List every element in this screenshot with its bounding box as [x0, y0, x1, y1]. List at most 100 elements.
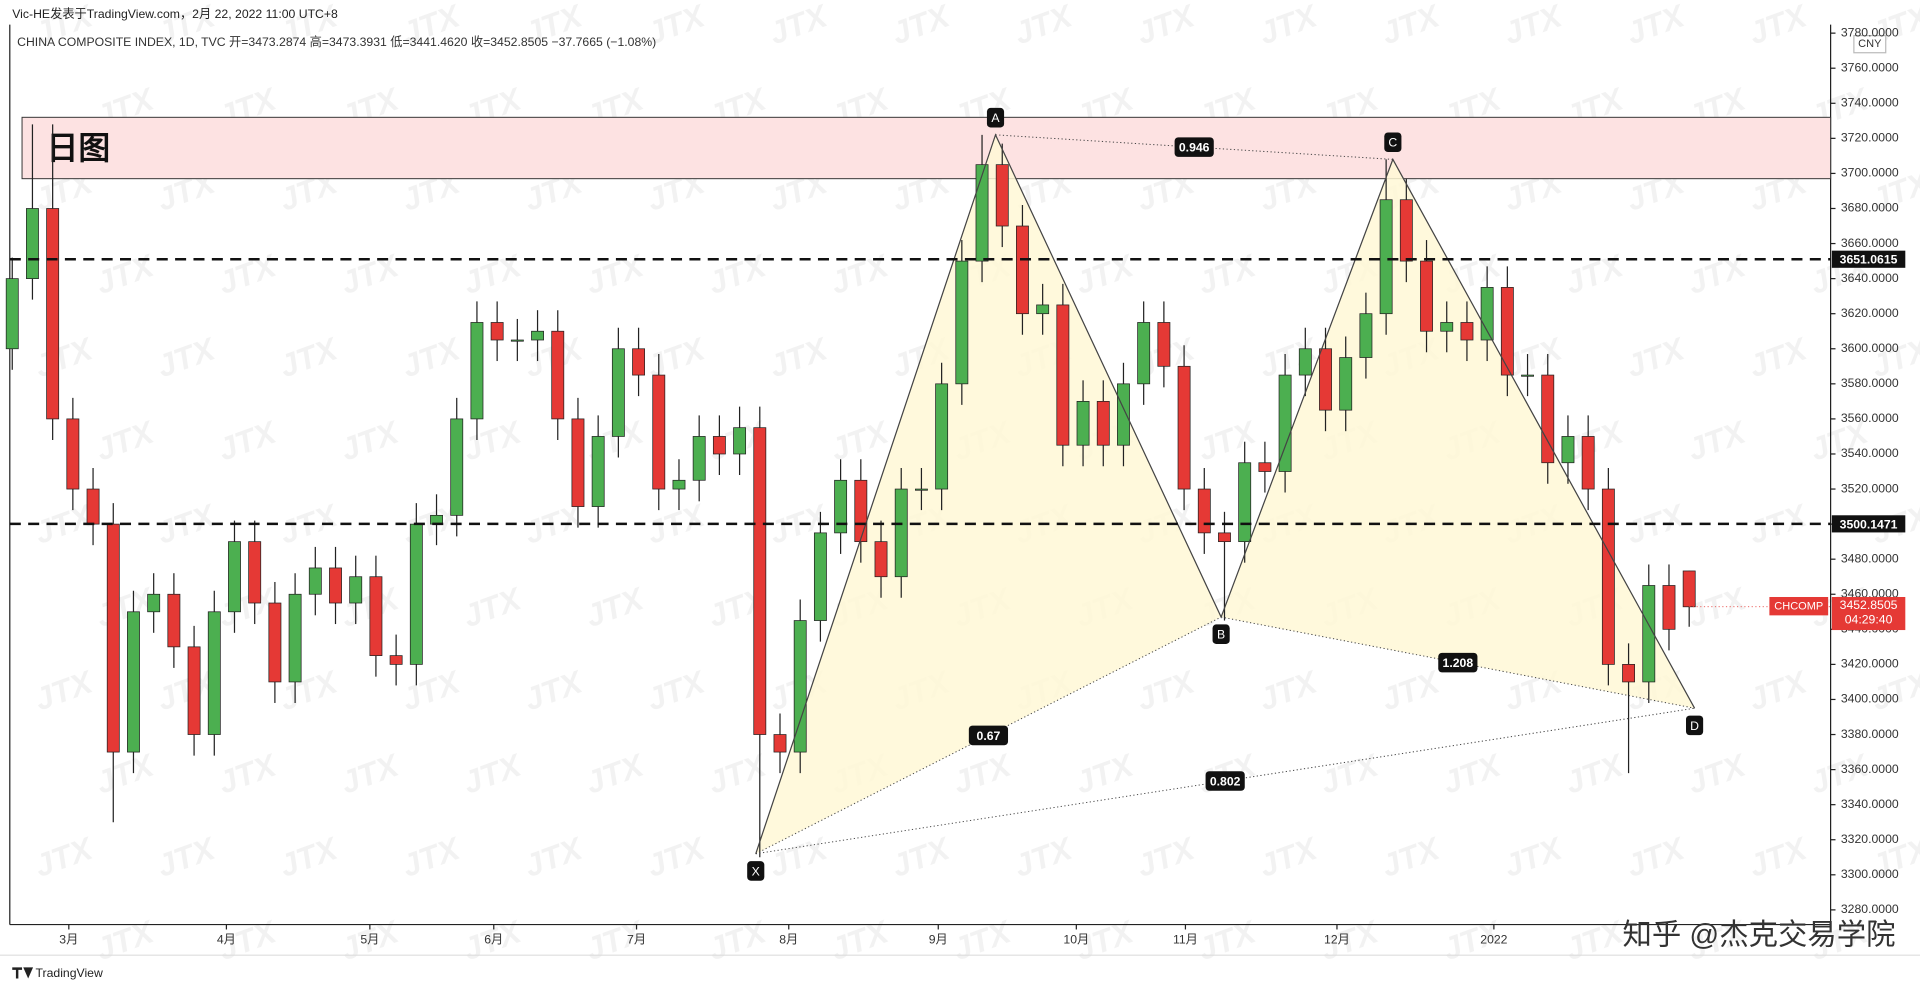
candle-body	[632, 348, 645, 376]
y-tick-label: 3280.0000	[1841, 902, 1899, 916]
y-tick-label: 3320.0000	[1841, 832, 1899, 846]
candle-body	[187, 646, 201, 735]
point-box	[986, 107, 1005, 128]
candle-body	[834, 479, 848, 534]
x-tick-label: 7月	[627, 933, 646, 947]
candle-body	[733, 427, 747, 455]
point-box	[747, 861, 765, 881]
candle-body	[349, 576, 363, 604]
candle-body	[672, 479, 686, 490]
candle-body	[1036, 304, 1050, 315]
candle-body	[692, 436, 706, 481]
y-tick-label: 3520.0000	[1841, 481, 1899, 495]
ratio-label: 1.208	[1443, 656, 1474, 670]
point-box	[1384, 132, 1402, 153]
level-box	[1831, 515, 1906, 533]
x-tick-label: 3月	[59, 933, 78, 947]
candle-body	[490, 322, 504, 341]
x-tick-label: 2022	[1480, 933, 1507, 947]
x-tick-label: 8月	[779, 933, 798, 947]
byline: Vic-HE发表于TradingView.com，2月 22, 2022 11:…	[12, 6, 338, 21]
candle-body	[894, 488, 908, 578]
candle-body	[450, 418, 464, 516]
ratio-box	[1174, 137, 1214, 157]
y-tick-label: 3560.0000	[1841, 411, 1899, 425]
price-box	[1831, 596, 1906, 631]
candle-body	[1137, 322, 1151, 385]
symbol-box	[1769, 596, 1829, 616]
candle-body	[591, 436, 605, 507]
y-tick-label: 3600.0000	[1841, 341, 1899, 355]
candle-body	[935, 383, 949, 490]
candle-body	[147, 593, 161, 613]
y-tick-label: 3640.0000	[1841, 271, 1899, 285]
zone-label: 日图	[47, 130, 111, 166]
candle-body	[531, 330, 544, 341]
ratio-label: 0.67	[977, 729, 1001, 743]
candle-body	[1682, 570, 1696, 608]
candle-body	[1278, 374, 1292, 472]
candle-body	[1662, 585, 1676, 630]
x-tick-label: 11月	[1173, 933, 1198, 947]
candle-body	[1177, 365, 1191, 490]
candle-body	[470, 322, 484, 420]
candle-body	[1319, 348, 1332, 411]
brand-logo	[12, 967, 34, 979]
candle-body	[369, 576, 383, 656]
candle-body	[1521, 374, 1534, 377]
candle-body	[66, 418, 80, 490]
source-watermark: 知乎 @杰克交易学院	[1623, 919, 1896, 952]
x-tick-label: 9月	[929, 933, 948, 947]
candle-body	[308, 567, 322, 595]
ratio-label: 0.946	[1179, 141, 1210, 155]
x-tick-label: 4月	[217, 933, 236, 947]
y-tick-label: 3740.0000	[1841, 96, 1899, 110]
ratio-box	[1438, 652, 1478, 673]
pattern-bcd	[1221, 159, 1695, 709]
x-tick-label: 5月	[360, 933, 379, 947]
x-tick-label: 10月	[1063, 933, 1089, 947]
candle-body	[1117, 383, 1130, 446]
y-tick-label: 3360.0000	[1841, 762, 1899, 776]
ratio-label: 0.802	[1210, 774, 1241, 788]
currency-box	[1853, 34, 1887, 54]
candle-body	[106, 523, 120, 753]
countdown: 04:29:40	[1845, 612, 1893, 626]
candle-body	[1399, 199, 1413, 262]
y-tick-label: 3340.0000	[1841, 797, 1899, 811]
candle-body	[1238, 462, 1252, 543]
candle-body	[1379, 199, 1393, 315]
candle-body	[1622, 664, 1636, 683]
candle-body	[207, 611, 221, 735]
y-tick-label: 3380.0000	[1841, 727, 1899, 741]
candle-body	[813, 532, 827, 621]
candle-body	[874, 541, 888, 578]
candle-body	[26, 208, 39, 279]
candle-body	[551, 330, 565, 420]
y-tick-label: 3700.0000	[1841, 166, 1899, 180]
y-tick-label: 3780.0000	[1841, 25, 1899, 39]
candle-body	[955, 260, 969, 385]
point-box	[1686, 715, 1704, 736]
y-tick-label: 3540.0000	[1841, 446, 1899, 460]
y-tick-label: 3660.0000	[1841, 236, 1899, 250]
chart-title: CHINA COMPOSITE INDEX, 1D, TVC 开=3473.28…	[17, 34, 656, 49]
y-tick-label: 3620.0000	[1841, 306, 1899, 320]
last-price: 3452.8505	[1840, 598, 1898, 612]
candle-body	[1440, 322, 1454, 332]
candle-body	[1561, 436, 1575, 464]
level-box	[1831, 250, 1906, 268]
candle-body	[329, 567, 342, 604]
candle-body	[1157, 322, 1171, 367]
y-tick-label: 3580.0000	[1841, 376, 1899, 390]
candle-body	[712, 436, 726, 455]
y-tick-label: 3300.0000	[1841, 867, 1899, 881]
candle-body	[46, 208, 60, 420]
brand: TradingView	[36, 966, 103, 980]
candle-body	[1056, 304, 1070, 446]
candle-body	[652, 374, 666, 490]
candle-body	[167, 593, 181, 648]
candle-body	[510, 339, 524, 342]
